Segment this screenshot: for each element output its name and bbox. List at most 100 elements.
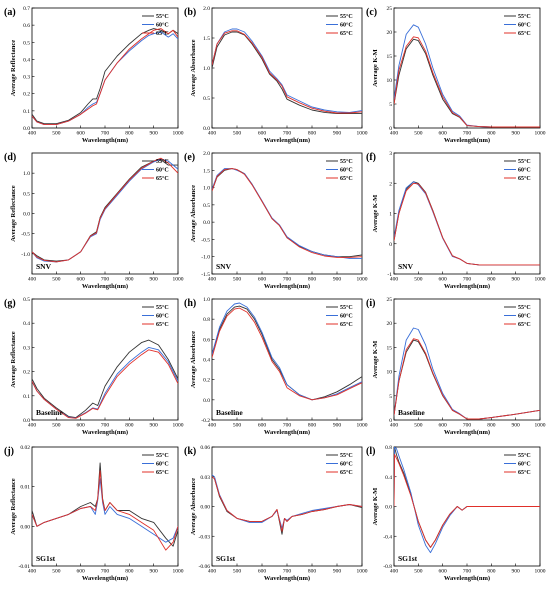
y-tick-label: 2.0 <box>203 151 210 157</box>
x-tick-label: 500 <box>233 277 242 283</box>
series-line-g-1 <box>32 339 178 419</box>
y-tick-label: 5 <box>389 394 392 400</box>
panel-annotation: SG1st <box>216 554 236 563</box>
x-tick-label: 500 <box>414 423 423 429</box>
x-tick-label: 900 <box>333 423 342 429</box>
y-axis-label: Average K-M <box>372 341 379 379</box>
x-tick-label: 400 <box>208 423 217 429</box>
y-tick-label: 1.5 <box>203 168 210 174</box>
series-line-c-3 <box>394 36 540 128</box>
x-axis-label: Wavelength(nm) <box>444 429 490 436</box>
legend-entry: 60°C <box>340 461 353 468</box>
y-tick-label: -0.01 <box>19 564 31 570</box>
y-tick-label: 0.2 <box>203 378 210 384</box>
legend-entry: 60°C <box>518 461 531 468</box>
legend-entry: 60°C <box>156 461 169 468</box>
x-tick-label: 500 <box>414 569 423 575</box>
y-tick-label: -0.03 <box>199 534 211 540</box>
x-tick-label: 700 <box>101 569 110 575</box>
x-tick-label: 900 <box>512 131 521 137</box>
x-tick-label: 900 <box>512 423 521 429</box>
x-tick-label: 1000 <box>535 277 546 283</box>
y-tick-label: 0.7 <box>23 6 30 12</box>
series-line-e-2 <box>212 168 362 259</box>
series-line-h-1 <box>212 305 362 401</box>
y-tick-label: 25 <box>387 297 393 303</box>
panel-e: 400 500 600 700 800 900 1000 -1.5 -1.0 -0.5 0.0 0.5… <box>184 151 368 290</box>
legend-entry: 65°C <box>518 175 531 182</box>
y-tick-label: 0.2 <box>23 92 30 98</box>
legend-entry: 65°C <box>340 469 353 476</box>
x-axis-label: Wavelength(nm) <box>264 575 310 582</box>
legend-entry: 60°C <box>340 22 353 29</box>
series-line-c-1 <box>394 38 540 128</box>
y-tick-label: 1.0 <box>203 66 210 72</box>
x-tick-label: 500 <box>414 131 423 137</box>
y-tick-label: 0 <box>389 242 392 248</box>
series-group <box>212 28 362 115</box>
y-tick-label: 0.06 <box>200 445 210 451</box>
series-group <box>212 302 362 401</box>
legend-entry: 55°C <box>518 13 531 20</box>
x-tick-label: 700 <box>463 277 472 283</box>
panel-letter: (i) <box>366 298 375 309</box>
x-tick-label: 1000 <box>357 423 368 429</box>
y-tick-label: 2.0 <box>203 6 210 12</box>
x-tick-label: 800 <box>308 277 317 283</box>
x-tick-label: 400 <box>208 277 217 283</box>
series-line-j-3 <box>32 470 178 551</box>
y-tick-label: 10 <box>387 78 393 84</box>
x-tick-label: 900 <box>512 277 521 283</box>
series-group <box>32 462 178 551</box>
y-tick-label: -0.2 <box>201 418 210 424</box>
y-tick-label: 0.8 <box>385 445 392 451</box>
y-tick-label: -0.4 <box>383 534 392 540</box>
y-tick-label: 0.00 <box>20 524 30 530</box>
y-axis-label: Average Absorbance <box>190 331 197 388</box>
series-group <box>212 474 362 535</box>
x-tick-label: 600 <box>439 423 448 429</box>
y-axis-label: Average Reflectance <box>10 478 17 534</box>
panel-h: 400 500 600 700 800 900 1000 -0.2 0.0 0.2 0.4 0.6 0.… <box>184 297 368 436</box>
x-tick-label: 700 <box>463 569 472 575</box>
y-tick-label: 1.0 <box>203 297 210 303</box>
x-tick-label: 800 <box>487 277 496 283</box>
legend-entry: 60°C <box>518 167 531 174</box>
panel-letter: (c) <box>366 7 377 18</box>
x-tick-label: 500 <box>52 131 61 137</box>
y-tick-label: 0.5 <box>23 40 30 46</box>
x-tick-label: 800 <box>125 131 134 137</box>
legend-entry: 65°C <box>518 30 531 37</box>
legend-entry: 55°C <box>518 158 531 165</box>
y-tick-label: 0.5 <box>203 96 210 102</box>
y-tick-label: -1.5 <box>201 272 210 278</box>
x-axis-label: Wavelength(nm) <box>264 137 310 144</box>
y-tick-label: 0.0 <box>385 505 392 511</box>
legend-entry: 65°C <box>156 469 169 476</box>
legend-entry: 55°C <box>340 158 353 165</box>
series-line-g-3 <box>32 349 178 419</box>
legend-entry: 55°C <box>340 304 353 311</box>
panel-letter: (b) <box>184 7 196 18</box>
y-tick-label: 0.5 <box>23 297 30 303</box>
y-tick-label: 1.0 <box>203 186 210 192</box>
legend-entry: 55°C <box>518 452 531 459</box>
y-tick-label: 0.5 <box>23 191 30 197</box>
y-axis-label: Average Reflectance <box>10 40 17 96</box>
y-tick-label: 1.0 <box>23 171 30 177</box>
y-tick-label: 0.1 <box>23 109 30 115</box>
x-tick-label: 700 <box>283 131 292 137</box>
series-group <box>32 28 178 126</box>
series-line-k-3 <box>212 476 362 532</box>
panel-d: 400 500 600 700 800 900 1000 -1.0 -0.5 0.0 0.5 1.0 W… <box>4 152 184 290</box>
x-tick-label: 1000 <box>357 277 368 283</box>
x-tick-label: 700 <box>283 423 292 429</box>
legend-entry: 55°C <box>518 304 531 311</box>
x-tick-label: 900 <box>150 131 159 137</box>
x-tick-label: 800 <box>308 131 317 137</box>
panel-annotation: SG1st <box>36 554 56 563</box>
legend-entry: 60°C <box>156 22 169 29</box>
x-tick-label: 400 <box>28 131 37 137</box>
legend-entry: 65°C <box>340 321 353 328</box>
panel-letter: (j) <box>4 446 14 457</box>
